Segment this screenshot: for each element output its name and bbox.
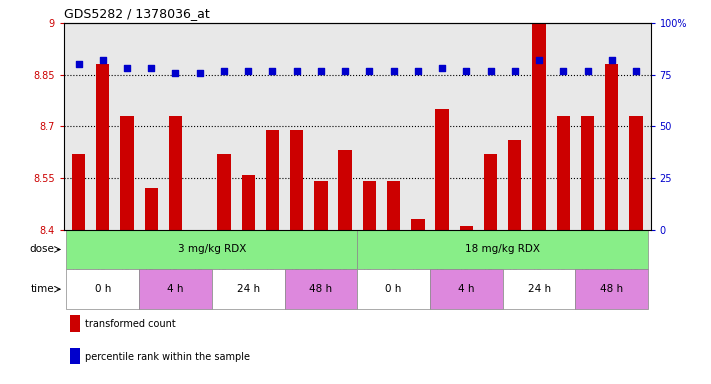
Point [97,57,109,63]
Point [533,57,545,63]
Bar [212,269,284,309]
Bar [358,269,430,309]
Bar [411,219,424,230]
Bar [66,230,358,269]
Point [437,65,448,71]
Bar [557,116,570,230]
Text: GDS5282 / 1378036_at: GDS5282 / 1378036_at [64,7,210,20]
Bar [508,140,521,230]
Point [388,68,400,74]
Bar [70,315,80,332]
Point [242,68,254,74]
Bar [169,116,182,230]
Bar [363,181,376,230]
Bar [96,65,109,230]
Bar [503,269,575,309]
Text: percentile rank within the sample: percentile rank within the sample [85,352,250,362]
Bar [338,151,352,230]
Bar [66,269,139,309]
Point [267,68,278,74]
Point [364,68,375,74]
Text: 4 h: 4 h [167,284,183,294]
Text: 48 h: 48 h [600,284,624,294]
Bar [581,116,594,230]
Text: 48 h: 48 h [309,284,333,294]
Bar [533,23,546,230]
Point [461,68,472,74]
Point [73,61,84,68]
Bar [72,154,85,230]
Point [339,68,351,74]
Bar [387,181,400,230]
Point [557,68,569,74]
Text: 24 h: 24 h [237,284,260,294]
Text: 4 h: 4 h [458,284,475,294]
Bar [430,269,503,309]
Bar [290,130,304,230]
Text: transformed count: transformed count [85,319,176,329]
Bar [218,154,230,230]
Point [485,68,496,74]
Bar [120,116,134,230]
Bar [629,116,643,230]
Point [315,68,326,74]
Point [146,65,157,71]
Bar [484,154,497,230]
Text: 0 h: 0 h [95,284,111,294]
Point [606,57,617,63]
Bar [605,65,619,230]
Bar [460,226,473,230]
Bar [70,348,80,364]
Bar [284,269,358,309]
Text: 24 h: 24 h [528,284,550,294]
Point [218,68,230,74]
Bar [139,269,212,309]
Point [291,68,302,74]
Text: 0 h: 0 h [385,284,402,294]
Bar [266,130,279,230]
Bar [575,269,648,309]
Bar [242,174,255,230]
Point [509,68,520,74]
Point [194,70,205,76]
Text: dose: dose [29,245,54,255]
Bar [435,109,449,230]
Point [122,65,133,71]
Text: 3 mg/kg RDX: 3 mg/kg RDX [178,245,246,255]
Point [412,68,424,74]
Point [582,68,593,74]
Bar [314,181,328,230]
Point [170,70,181,76]
Text: 18 mg/kg RDX: 18 mg/kg RDX [465,245,540,255]
Bar [358,230,648,269]
Bar [144,188,158,230]
Text: time: time [31,284,54,294]
Point [631,68,642,74]
